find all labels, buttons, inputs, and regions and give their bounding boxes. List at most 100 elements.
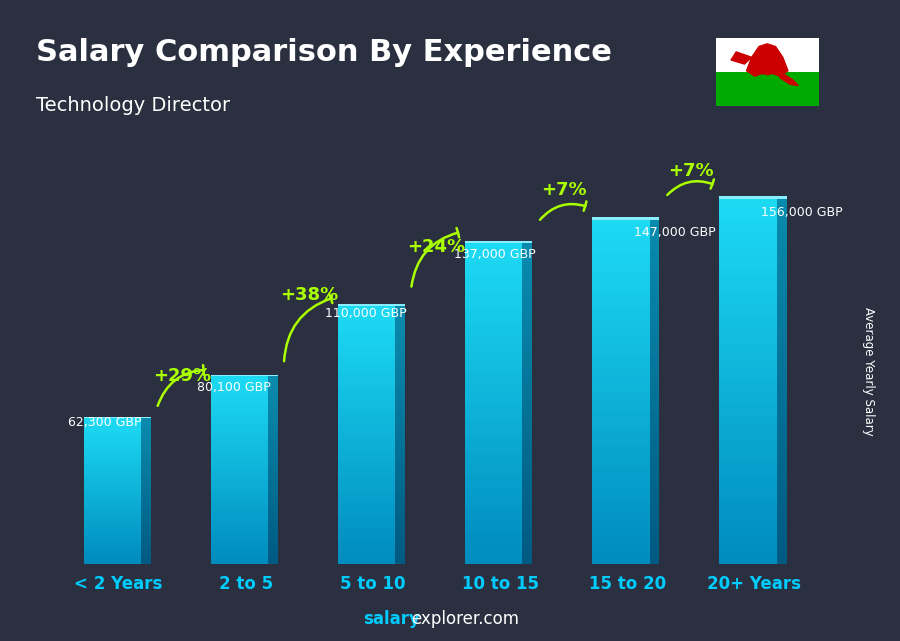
Bar — [141, 514, 151, 517]
Bar — [777, 307, 787, 314]
Bar — [211, 534, 268, 538]
Bar — [211, 504, 268, 508]
Bar — [141, 512, 151, 514]
Bar — [592, 224, 650, 231]
Text: 80,100 GBP: 80,100 GBP — [197, 381, 271, 394]
Text: +38%: +38% — [280, 286, 338, 304]
Bar — [650, 544, 660, 550]
Bar — [522, 519, 532, 526]
Bar — [338, 393, 395, 398]
Bar — [719, 263, 777, 270]
Bar — [719, 219, 777, 226]
Bar — [211, 462, 268, 466]
Bar — [268, 454, 278, 458]
Bar — [395, 398, 405, 403]
Bar — [211, 560, 268, 564]
Bar — [395, 445, 405, 450]
Bar — [650, 231, 660, 238]
Bar — [465, 422, 522, 429]
Bar — [338, 538, 395, 544]
Bar — [592, 253, 650, 260]
Bar — [716, 72, 819, 106]
Bar — [338, 512, 395, 517]
Bar — [211, 508, 268, 512]
Bar — [522, 396, 532, 403]
Bar — [84, 467, 141, 470]
Bar — [268, 376, 278, 379]
Bar — [141, 426, 151, 429]
Bar — [84, 479, 141, 482]
Bar — [84, 432, 141, 435]
Bar — [395, 522, 405, 528]
Bar — [777, 557, 787, 564]
Bar — [268, 485, 278, 488]
Text: Salary Comparison By Experience: Salary Comparison By Experience — [36, 38, 612, 67]
Bar — [211, 432, 268, 436]
Bar — [211, 556, 268, 560]
Bar — [211, 522, 268, 526]
Bar — [338, 383, 395, 388]
Bar — [338, 372, 395, 378]
Bar — [716, 38, 819, 72]
Bar — [650, 224, 660, 231]
Bar — [650, 515, 660, 522]
Bar — [141, 464, 151, 467]
Bar — [650, 404, 660, 412]
Bar — [592, 273, 650, 280]
Bar — [338, 559, 395, 564]
Bar — [395, 305, 405, 310]
Bar — [268, 379, 278, 383]
Bar — [338, 487, 395, 492]
Bar — [395, 326, 405, 331]
Bar — [338, 481, 395, 487]
Bar — [84, 453, 141, 456]
Bar — [395, 408, 405, 413]
Bar — [338, 398, 395, 403]
Bar — [522, 526, 532, 532]
Bar — [211, 428, 268, 432]
Bar — [522, 435, 532, 442]
Bar — [522, 280, 532, 287]
Bar — [522, 261, 532, 267]
Bar — [719, 197, 777, 204]
Bar — [338, 429, 395, 435]
Bar — [522, 338, 532, 345]
Bar — [777, 424, 787, 432]
Bar — [719, 483, 777, 490]
Bar — [592, 329, 650, 335]
Bar — [777, 233, 787, 240]
Bar — [395, 378, 405, 383]
Bar — [141, 438, 151, 441]
Bar — [522, 422, 532, 429]
Bar — [465, 480, 522, 487]
Bar — [141, 561, 151, 564]
Bar — [650, 280, 660, 287]
Bar — [268, 417, 278, 420]
Bar — [141, 555, 151, 558]
Bar — [141, 444, 151, 447]
Bar — [719, 226, 777, 233]
Bar — [268, 451, 278, 454]
Bar — [465, 429, 522, 435]
Bar — [141, 549, 151, 553]
Bar — [338, 388, 395, 393]
Bar — [522, 545, 532, 551]
Bar — [465, 254, 522, 261]
Bar — [395, 367, 405, 372]
Bar — [719, 417, 777, 424]
Bar — [268, 549, 278, 553]
Bar — [650, 287, 660, 294]
Bar — [650, 495, 660, 502]
Bar — [522, 474, 532, 480]
Bar — [650, 377, 660, 384]
Bar — [592, 453, 650, 460]
Bar — [211, 413, 268, 417]
Bar — [211, 488, 268, 492]
Bar — [522, 429, 532, 435]
Bar — [719, 307, 777, 314]
Bar — [141, 529, 151, 532]
Bar — [777, 351, 787, 358]
Bar — [211, 515, 268, 519]
Bar — [522, 358, 532, 364]
Bar — [719, 322, 777, 329]
